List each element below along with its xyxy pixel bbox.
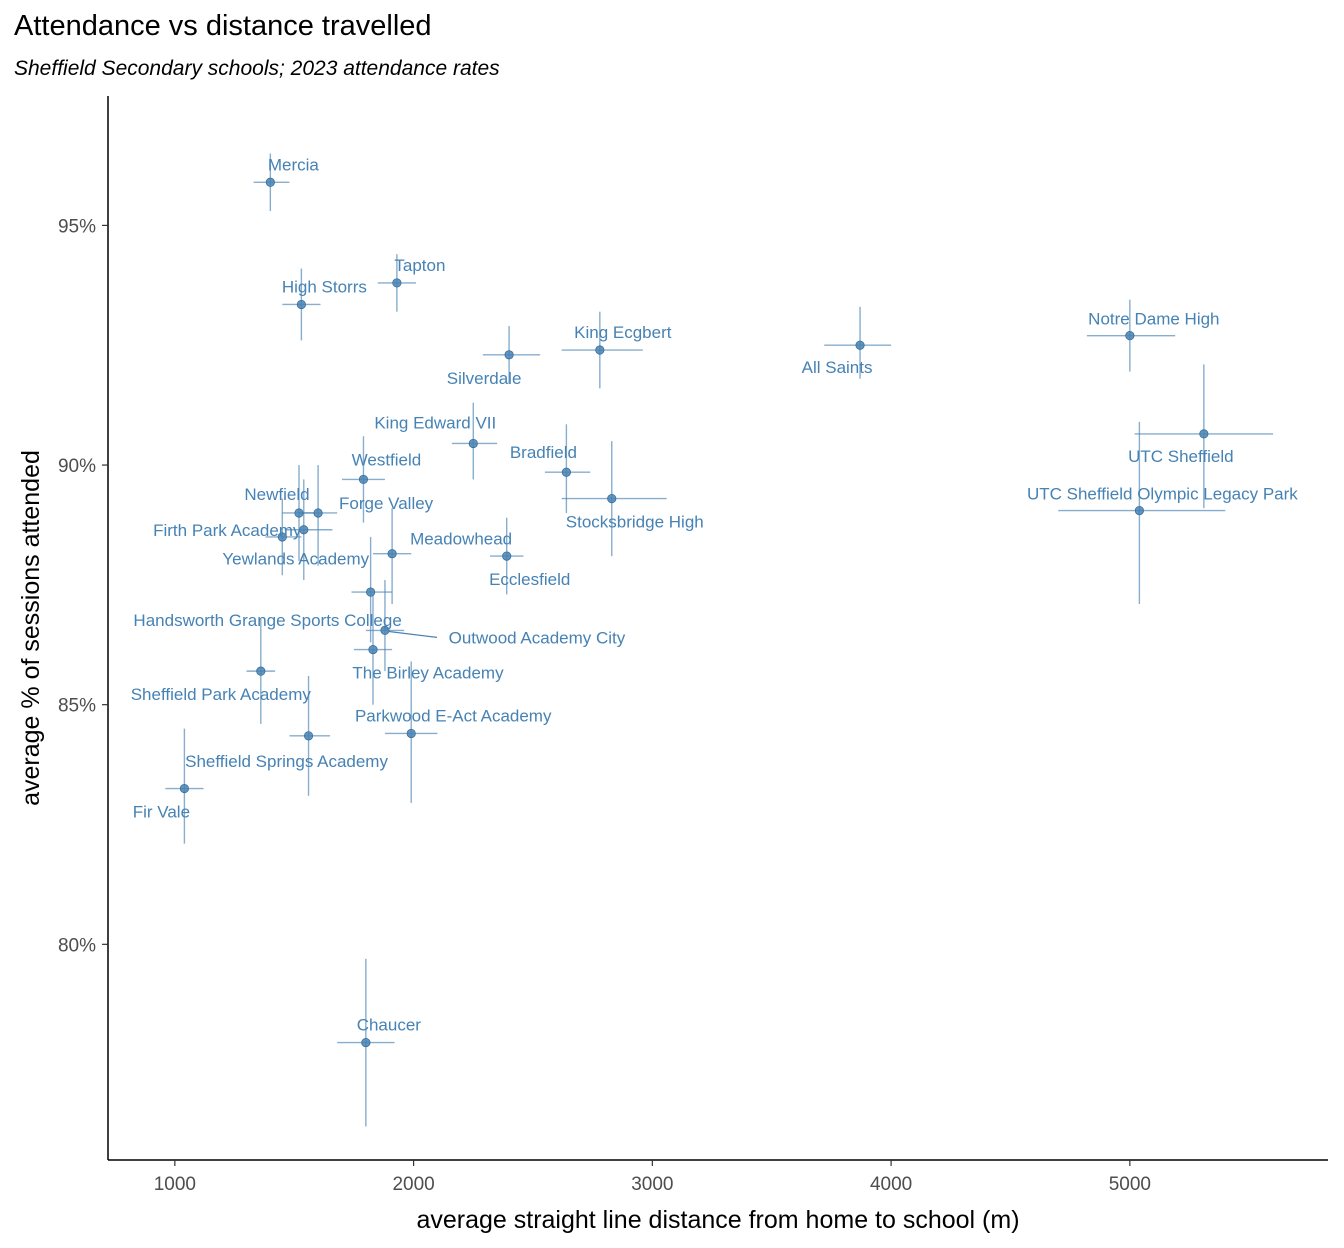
data-point	[256, 666, 266, 676]
point-label: Westfield	[352, 450, 422, 469]
data-point	[313, 508, 323, 518]
y-ticks: 80% 85% 90% 95%	[58, 216, 108, 956]
y-tick-label: 95%	[58, 216, 96, 237]
point-label: Yewlands Academy	[222, 550, 369, 569]
axes	[107, 96, 1328, 1161]
point-label: Ecclesfield	[489, 570, 570, 589]
point-label: Forge Valley	[339, 494, 434, 513]
point-label: Silverdale	[447, 369, 522, 388]
x-tick-label: 5000	[1109, 1174, 1151, 1195]
point-label: Meadowhead	[410, 530, 512, 549]
data-point	[361, 1037, 371, 1048]
data-point	[179, 783, 189, 794]
data-point	[303, 731, 314, 741]
data-point	[392, 278, 402, 288]
x-tick-label: 1000	[154, 1174, 196, 1195]
point-label: King Ecgbert	[574, 323, 672, 342]
y-tick-label: 90%	[58, 456, 96, 477]
x-tick-label: 4000	[870, 1174, 912, 1195]
chart-title: Attendance vs distance travelled	[14, 10, 432, 42]
data-points	[179, 177, 1209, 1048]
data-point	[294, 508, 304, 518]
x-tick-label: 2000	[392, 1174, 434, 1195]
point-label: Firth Park Academy	[153, 521, 302, 540]
point-label: Stocksbridge High	[566, 513, 704, 532]
data-point	[299, 525, 309, 535]
data-point	[1134, 505, 1144, 516]
point-label: King Edward VII	[374, 413, 496, 432]
point-label: Mercia	[268, 155, 320, 174]
data-point	[296, 299, 306, 310]
y-tick-label: 85%	[58, 696, 96, 717]
data-point	[1199, 429, 1209, 439]
point-label: Outwood Academy City	[449, 628, 626, 647]
data-point	[504, 350, 514, 360]
data-point	[1125, 331, 1135, 341]
point-label: Parkwood E-Act Academy	[355, 706, 552, 725]
point-label: Handsworth Grange Sports College	[133, 611, 401, 630]
data-point	[595, 345, 605, 355]
y-tick-label: 80%	[58, 935, 96, 956]
point-label: Notre Dame High	[1088, 310, 1219, 329]
data-point	[368, 644, 378, 655]
data-point	[561, 467, 571, 477]
point-label: UTC Sheffield Olympic Legacy Park	[1027, 485, 1298, 504]
chart-subtitle: Sheffield Secondary schools; 2023 attend…	[14, 57, 500, 80]
point-label: UTC Sheffield	[1128, 447, 1234, 466]
point-label: The Birley Academy	[352, 664, 504, 683]
error-bars	[165, 153, 1274, 1127]
x-axis-title: average straight line distance from home…	[416, 1206, 1019, 1234]
data-point	[468, 438, 478, 449]
point-label: Chaucer	[357, 1016, 422, 1035]
data-point	[380, 625, 390, 635]
data-point	[366, 587, 376, 597]
point-label: Bradfield	[510, 443, 577, 462]
data-point	[406, 728, 416, 739]
point-labels: Mercia Tapton High Storrs King Ecgbert Silve…	[131, 155, 1299, 1034]
point-label: Tapton	[394, 256, 445, 275]
data-point	[502, 551, 512, 561]
point-label: Fir Vale	[133, 803, 190, 822]
data-point	[607, 493, 617, 504]
point-label: Sheffield Park Academy	[131, 685, 312, 704]
data-point	[358, 474, 369, 485]
point-label: All Saints	[802, 358, 873, 377]
point-label: Sheffield Springs Academy	[185, 752, 388, 771]
data-point	[277, 532, 287, 542]
point-label: Newfield	[244, 485, 309, 504]
data-point	[387, 549, 397, 559]
x-tick-label: 3000	[631, 1174, 673, 1195]
x-ticks: 1000 2000 3000 4000 5000	[154, 1160, 1151, 1195]
point-label: High Storrs	[282, 277, 367, 296]
y-axis-title: average % of sessions attended	[17, 450, 45, 806]
data-point	[855, 340, 865, 350]
data-point	[265, 177, 275, 187]
label-leader-line	[387, 630, 438, 638]
